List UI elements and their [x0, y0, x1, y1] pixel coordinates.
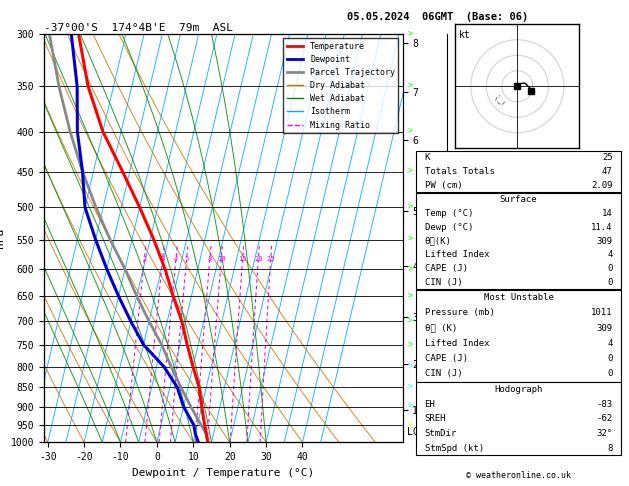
Text: Pressure (mb): Pressure (mb): [425, 309, 494, 317]
Text: >: >: [408, 203, 413, 212]
Text: 309: 309: [596, 324, 613, 333]
Text: Lifted Index: Lifted Index: [425, 339, 489, 348]
Text: >: >: [408, 340, 413, 349]
Text: Temp (°C): Temp (°C): [425, 209, 473, 218]
Text: 4: 4: [607, 250, 613, 260]
Text: Hodograph: Hodograph: [494, 385, 543, 394]
Text: 2: 2: [142, 256, 147, 262]
Text: 0: 0: [607, 278, 613, 287]
Text: 20: 20: [254, 256, 262, 262]
Text: StmSpd (kt): StmSpd (kt): [425, 444, 484, 452]
Text: Most Unstable: Most Unstable: [484, 293, 554, 302]
Text: >: >: [408, 317, 413, 326]
Text: >: >: [408, 127, 413, 136]
Text: CAPE (J): CAPE (J): [425, 354, 467, 363]
Text: 4: 4: [174, 256, 178, 262]
Text: LCL: LCL: [407, 427, 425, 437]
Text: 15: 15: [238, 256, 247, 262]
Text: Surface: Surface: [500, 195, 537, 204]
Text: >: >: [408, 167, 413, 176]
Text: Totals Totals: Totals Totals: [425, 167, 494, 176]
Text: >: >: [408, 362, 413, 371]
Text: >: >: [408, 420, 413, 429]
Text: EH: EH: [425, 400, 435, 409]
Text: 0: 0: [607, 369, 613, 379]
Text: © weatheronline.co.uk: © weatheronline.co.uk: [467, 471, 571, 480]
Text: 3: 3: [160, 256, 165, 262]
Text: StmDir: StmDir: [425, 429, 457, 438]
Text: >: >: [408, 382, 413, 392]
Text: 32°: 32°: [596, 429, 613, 438]
Text: -62: -62: [596, 415, 613, 423]
Text: CAPE (J): CAPE (J): [425, 264, 467, 273]
Y-axis label: km
ASL: km ASL: [435, 227, 452, 249]
Text: 8: 8: [208, 256, 212, 262]
Text: 14: 14: [602, 209, 613, 218]
Text: K: K: [425, 153, 430, 162]
Text: CIN (J): CIN (J): [425, 278, 462, 287]
Text: θᴄ (K): θᴄ (K): [425, 324, 457, 333]
Legend: Temperature, Dewpoint, Parcel Trajectory, Dry Adiabat, Wet Adiabat, Isotherm, Mi: Temperature, Dewpoint, Parcel Trajectory…: [284, 38, 398, 133]
Text: PW (cm): PW (cm): [425, 181, 462, 190]
Text: >: >: [408, 30, 413, 38]
Text: >: >: [408, 235, 413, 244]
Text: 8: 8: [607, 444, 613, 452]
Text: 25: 25: [267, 256, 275, 262]
Text: 47: 47: [602, 167, 613, 176]
Text: 0: 0: [607, 264, 613, 273]
Text: >: >: [408, 402, 413, 411]
Text: 11.4: 11.4: [591, 223, 613, 232]
Text: 2.09: 2.09: [591, 181, 613, 190]
Text: Lifted Index: Lifted Index: [425, 250, 489, 260]
Text: SREH: SREH: [425, 415, 446, 423]
Text: Dewp (°C): Dewp (°C): [425, 223, 473, 232]
Text: 25: 25: [602, 153, 613, 162]
Text: 1011: 1011: [591, 309, 613, 317]
X-axis label: Dewpoint / Temperature (°C): Dewpoint / Temperature (°C): [132, 468, 314, 478]
Text: >: >: [408, 292, 413, 301]
Text: 5: 5: [184, 256, 189, 262]
Text: 0: 0: [607, 354, 613, 363]
Text: θᴄ(K): θᴄ(K): [425, 237, 452, 245]
Text: CIN (J): CIN (J): [425, 369, 462, 379]
Text: -83: -83: [596, 400, 613, 409]
Text: 4: 4: [607, 339, 613, 348]
Text: 05.05.2024  06GMT  (Base: 06): 05.05.2024 06GMT (Base: 06): [347, 12, 528, 22]
Text: >: >: [408, 82, 413, 91]
Y-axis label: hPa: hPa: [0, 228, 5, 248]
Text: 10: 10: [217, 256, 226, 262]
Text: 309: 309: [596, 237, 613, 245]
Text: kt: kt: [459, 31, 470, 40]
Text: >: >: [408, 264, 413, 274]
Text: -37°00'S  174°4B'E  79m  ASL: -37°00'S 174°4B'E 79m ASL: [44, 23, 233, 33]
Y-axis label: Mixing Ratio (g/kg): Mixing Ratio (g/kg): [454, 182, 464, 294]
